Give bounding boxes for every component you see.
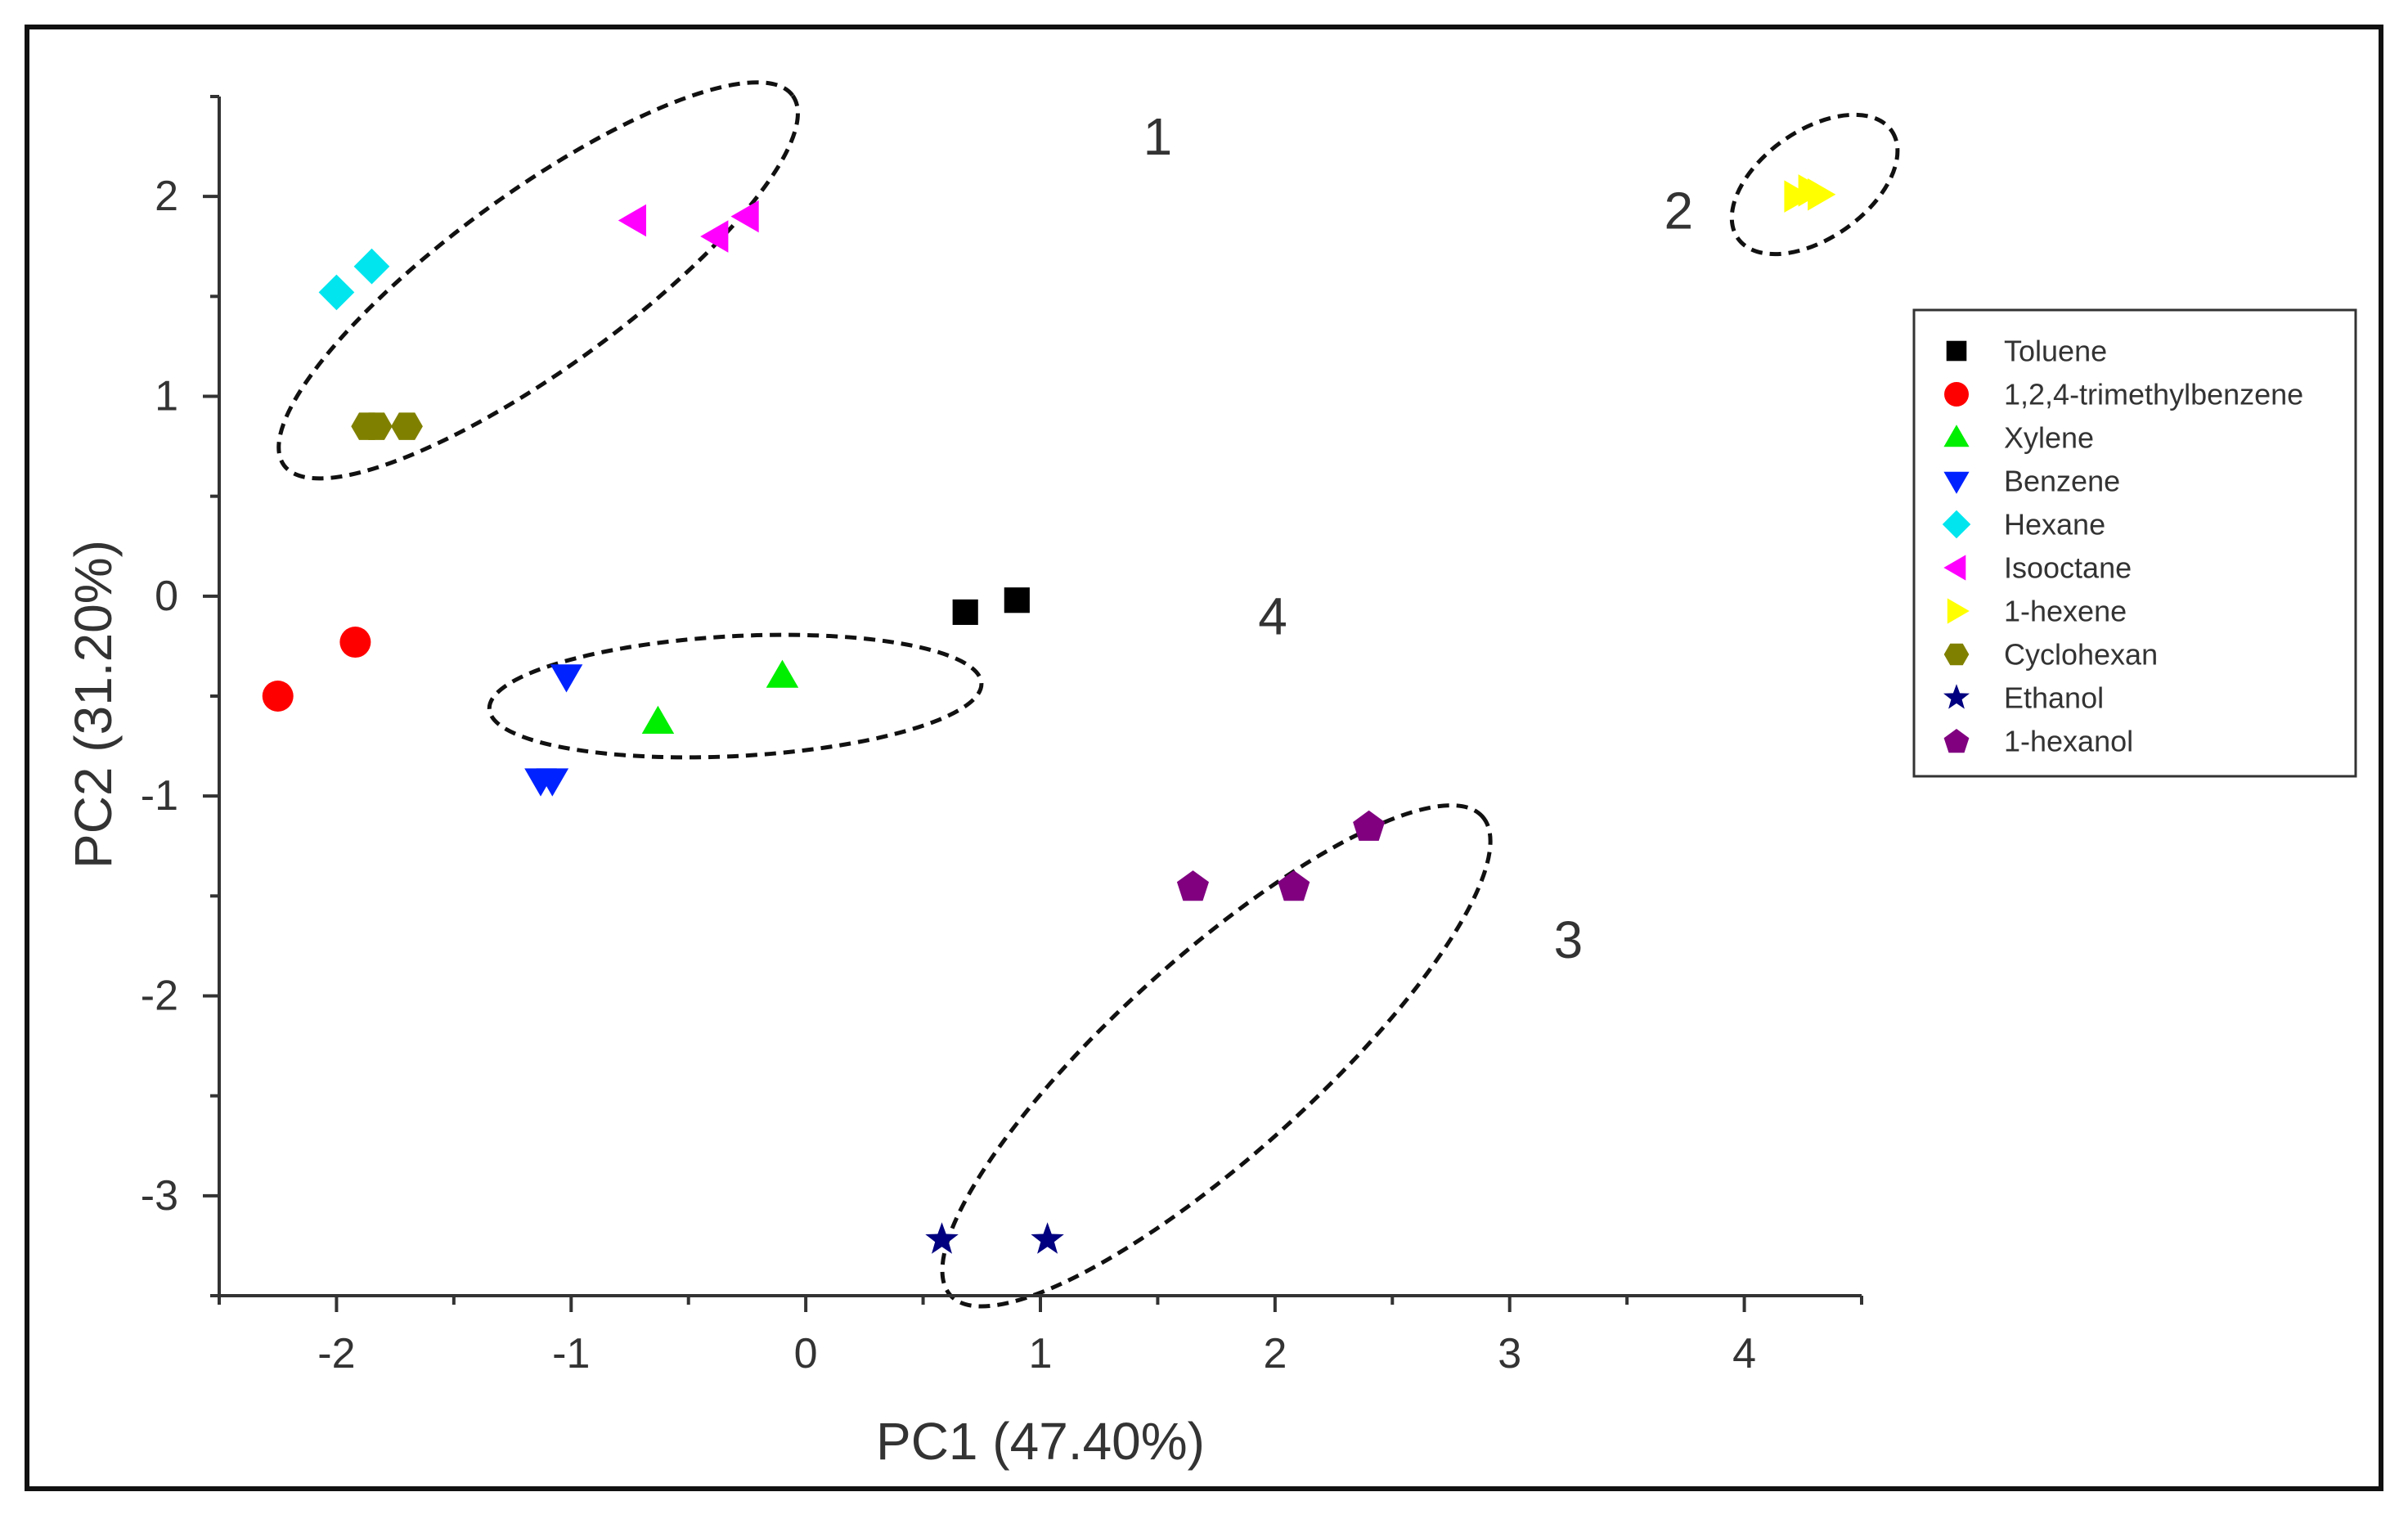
data-point [353,248,390,285]
legend-label: Benzene [2004,465,2120,498]
legend-label: Xylene [2004,421,2094,455]
y-tick-label: 2 [155,173,178,220]
series-1,2,4-trimethylbenzene [262,627,371,712]
y-tick-label: -3 [141,1172,178,1220]
figure-frame: 1 2 3 4 -2 -1 0 1 2 3 4 -3 -2 -1 0 1 2 Toluene 1,2,4-tri… [25,25,2383,1491]
series-Xylene [641,659,799,734]
legend-box [1912,308,2357,778]
legend-label: 1-hexanol [2004,725,2133,758]
data-points [262,174,1836,1254]
y-tick-label: -2 [141,973,178,1020]
data-point [766,659,799,688]
data-point [360,412,393,440]
data-point [641,705,675,734]
legend-label: Isooctane [2004,551,2132,585]
data-point [391,412,423,440]
y-axis-label: PC2 (31.20%) [64,540,123,869]
x-tick-label: 2 [1263,1330,1287,1377]
legend-marker [1943,684,1970,709]
cluster-ellipse-1 [276,80,800,481]
y-tick-label: 0 [155,573,178,620]
data-point [339,627,371,658]
legend-label: Ethanol [2004,681,2104,715]
data-point [952,599,978,625]
legend-marker [1942,510,1971,539]
y-tick-label: 1 [155,373,178,420]
data-point [1176,870,1209,901]
x-axis-label: PC1 (47.40%) [876,1412,1205,1471]
data-point [318,274,355,311]
axes: -2 -1 0 1 2 3 4 -3 -2 -1 0 1 2 [141,95,1863,1377]
series-Ethanol [925,1222,1064,1254]
series-Cyclohexan [351,412,423,440]
data-point [1784,180,1813,213]
legend-marker [1943,643,1970,666]
legend-marker [1947,598,1970,624]
series-Isooctane [618,200,759,253]
data-point [536,768,569,797]
y-tick-label: -1 [141,772,178,820]
data-point [700,220,729,253]
legend-label: Hexane [2004,508,2105,542]
series-Benzene [524,664,583,797]
data-point [618,204,646,237]
legend-label: Cyclohexan [2004,638,2158,672]
series-1-hexanol [1176,810,1386,901]
cluster-ellipse-2 [1729,112,1900,257]
data-point [1278,870,1310,901]
x-tick-label: 0 [794,1330,818,1377]
cluster-ellipse-4 [487,632,984,760]
legend-marker [1943,729,1970,753]
data-point [1353,810,1386,841]
legend-marker [1943,555,1966,581]
series-Hexane [318,248,390,311]
series-Toluene [952,587,1030,625]
x-tick-label: 1 [1029,1330,1053,1377]
data-point [550,664,583,693]
x-tick-label: 4 [1732,1330,1756,1377]
x-tick-label: -1 [552,1330,590,1377]
series-1-hexene [1784,174,1836,213]
legend-marker [1943,471,1970,494]
legend: Toluene 1,2,4-trimethylbenzene Xylene Benze… [1912,308,2357,778]
cluster-ellipse-3 [940,803,1493,1309]
cluster-label-2: 2 [1664,181,1694,240]
data-point [730,200,759,233]
legend-label: 1-hexene [2004,595,2127,628]
data-point [1004,587,1030,613]
data-point [1808,178,1836,211]
cluster-label-3: 3 [1554,910,1584,969]
data-point [1031,1222,1064,1254]
cluster-label-4: 4 [1258,586,1287,645]
legend-marker [1943,425,1970,447]
cluster-label-1: 1 [1143,107,1173,166]
legend-label: 1,2,4-trimethylbenzene [2004,378,2303,411]
pca-scatter-chart: 1 2 3 4 -2 -1 0 1 2 3 4 -3 -2 -1 0 1 2 Toluene 1,2,4-tri… [64,80,2357,1471]
legend-marker [1946,340,1967,362]
cluster-ellipses: 1 2 3 4 [276,80,1900,1309]
data-point [262,681,294,712]
legend-marker [1944,382,1969,407]
legend-label: Toluene [2004,335,2107,368]
data-point [925,1222,959,1254]
x-tick-label: -2 [317,1330,355,1377]
x-tick-label: 3 [1498,1330,1521,1377]
